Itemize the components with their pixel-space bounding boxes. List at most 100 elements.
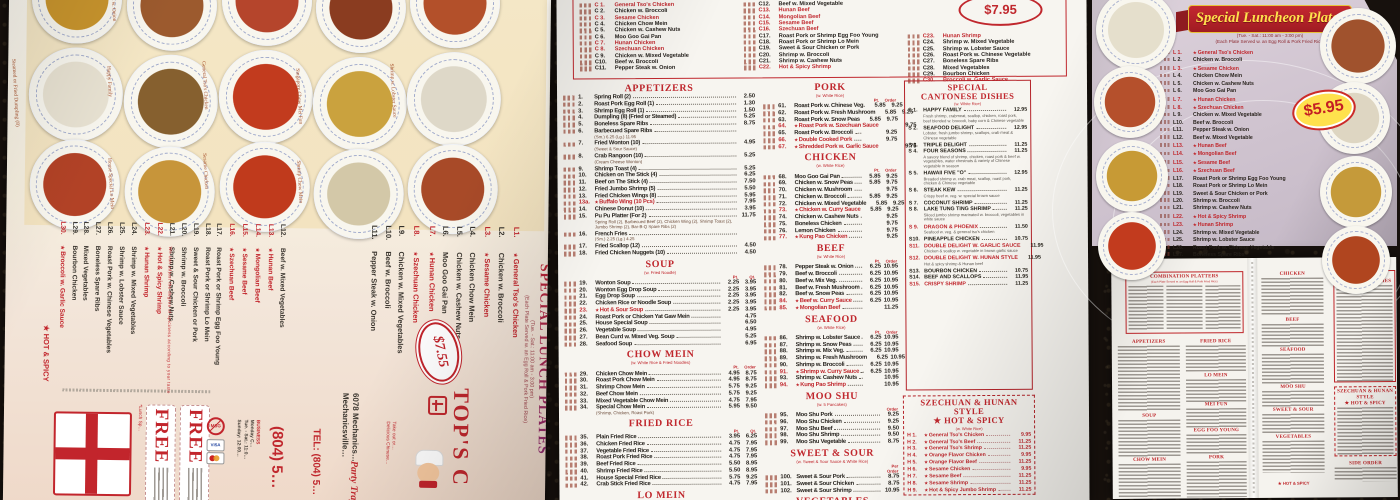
dot-leader: [843, 223, 862, 225]
dot-leader: [646, 386, 721, 389]
cjk-decoration: [765, 433, 779, 439]
menu-item: 42. Crab Stick Fried Rice 4.75 7.95: [565, 481, 757, 489]
combo-item: C22. Hot & Spicy Shrimp: [743, 64, 879, 71]
menu-item-row: 99. Moo Shu Vegetable 8.75: [765, 439, 899, 447]
platters-section: LO MEIN: [1186, 373, 1247, 403]
item-number: L18.: [203, 223, 211, 237]
item-number: S 4.: [908, 148, 918, 155]
cjk-decoration: [579, 16, 593, 21]
menu-section: BEEF (w. White Rice) Pt. Order 78. Pepper Ste…: [764, 243, 898, 312]
dot-leader: [972, 469, 1011, 471]
item-number: L26.: [106, 221, 114, 236]
food-plate-photo: [407, 143, 499, 235]
cjk-decoration: [1160, 230, 1170, 234]
cjk-decoration: [563, 214, 577, 220]
item-name: Shrimp w. Lobster Sauce: [1193, 237, 1255, 244]
luncheon-item: L22. Hot & Spicy Shrimp: [1160, 213, 1286, 221]
luncheon-item: L10. Beef w. Broccoli: [1160, 120, 1286, 127]
item-lines: [1262, 440, 1325, 473]
price-order: 11.75: [741, 212, 756, 219]
dot-leader: [978, 462, 1011, 464]
price-pint: 6.25: [870, 368, 882, 375]
hot-spicy-note: ★ HOT & SPICY: [41, 324, 51, 382]
luncheon-plate-photo: [1320, 8, 1396, 84]
price-order: 5.25: [744, 152, 756, 159]
cjk-decoration: [563, 187, 577, 193]
combo-column: C23. Hunan Shrimp C24. Shrimp w. Mixed Vege…: [907, 0, 1031, 84]
dot-leader: [847, 441, 881, 443]
item-description: Fresh shrimp, crabmeat, scallop, chicken…: [923, 112, 1024, 123]
item-name: Pepper Steak w. Onion: [1193, 127, 1250, 134]
item-name: Kung Pao Chicken: [795, 234, 847, 241]
cjk-decoration: [764, 356, 778, 362]
dot-leader: [992, 209, 1007, 211]
cjk-decoration: [1160, 73, 1170, 78]
szechuan-note: (w. White Rice): [955, 425, 983, 431]
item-number: L9.: [397, 225, 407, 237]
menu-column-a: APPETIZERS 1. Spring Roll (2) 2.50 2. Roast P…: [563, 80, 758, 500]
cjk-decoration: [564, 385, 578, 391]
item-description: Lobster, fresh jumbo shrimp, scallops, c…: [923, 129, 1014, 141]
section-title: LO MEIN: [637, 490, 686, 500]
dot-leader: [968, 144, 1007, 146]
cjk-decoration: [907, 66, 921, 71]
cjk-decoration: [579, 28, 593, 34]
rotated-content: Take out or… Delicious Chinese…: [377, 421, 396, 491]
dot-leader: [645, 208, 737, 211]
cantonese-item: S11. DOUBLE DELIGHT W. GARLIC SAUCE 11.95 C…: [909, 242, 1044, 254]
cjk-decoration: [743, 40, 757, 45]
luncheon-plates-photo: Special Luncheon Plates (Tue. - Sat.: 11…: [1052, 0, 1400, 362]
item-name: Chicken w. Mixed Vegetable: [1193, 112, 1262, 119]
item-lines: [1118, 463, 1181, 498]
dot-leader: [859, 378, 863, 380]
item-number: L11.: [370, 225, 380, 240]
item-number: 34.: [579, 404, 589, 411]
cjk-decoration: [563, 180, 577, 186]
platters-section: VEGETABLES: [1262, 435, 1325, 473]
cjk-decoration: [907, 47, 921, 52]
item-number: L 2.: [1173, 57, 1182, 64]
luncheon-plate-photo: [1096, 0, 1176, 70]
item-lines: [1262, 390, 1325, 408]
item-number: L3.: [483, 226, 493, 238]
item-number: 16.: [578, 230, 587, 238]
mastercard-orange-circle: [213, 455, 220, 462]
luncheon-item: L 4. Chicken Chow Mein: [1160, 73, 1286, 80]
left-menu-photo: Egg Foo Young Pepper Steak w. Onion Hunan …: [0, 0, 557, 500]
item-name: Shrimp w. Cashew Nuts: [1193, 205, 1252, 212]
item-lines: [1205, 285, 1241, 330]
item-name: General Tso's Chicken: [511, 253, 521, 338]
item-description: Breaded shrimp w. crab meat, scallop, ro…: [923, 175, 1012, 186]
cjk-decoration: [764, 272, 778, 278]
lunch-special-note: *Lunch Sp…: [136, 404, 143, 432]
section-title: SZECHUAN & HUNAN STYLE: [1337, 389, 1394, 401]
item-number: L16.: [1173, 168, 1184, 175]
cjk-decoration: [1160, 135, 1170, 139]
rotated-content: BUSINESS Monday C… Tue. - Sat.: 11:0… Sunda…: [229, 419, 260, 499]
item-number: 77.: [778, 234, 787, 241]
item-number: S12.: [909, 255, 920, 262]
price: 11.25: [1014, 186, 1028, 194]
cjk-decoration: [579, 22, 593, 27]
menu-item-row: 85. Mongolian Beef 11.25: [764, 304, 898, 312]
luncheon-ribbon-title: Special Luncheon Plates: [1188, 5, 1352, 33]
item-number: L5.: [454, 226, 464, 237]
item-sub-note: (Sweet & Sour Sauce): [594, 146, 637, 152]
cjk-decoration: [743, 8, 757, 14]
menu-section: FRIED RICE Pt. Qt. 35. Plain Fried Rice 3.95 6…: [565, 418, 757, 488]
item-number: S 6.: [908, 187, 919, 194]
dot-leader: [855, 267, 863, 269]
cjk-decoration: [563, 122, 577, 128]
item-name: Szechuan Chicken: [411, 252, 421, 323]
item-number: L6.: [441, 226, 451, 237]
item-name: Pepper Steak w. Onion: [369, 251, 380, 332]
item-lines: [1185, 345, 1246, 372]
item-name: Shredded Pork w. Garlic Sauce: [794, 143, 879, 150]
item-name: Beef w. Broccoli: [1193, 119, 1234, 126]
cjk-decoration: [579, 47, 593, 53]
menu-section: LO MEIN(Soft Noodles)Pt.Qt.43.Plain Lo M…: [565, 490, 757, 500]
cjk-decoration: [564, 392, 578, 398]
dot-leader: [841, 434, 881, 437]
item-number: L16.: [228, 223, 236, 237]
luncheon-item: L 8. Szechuan Chicken: [1160, 104, 1286, 112]
